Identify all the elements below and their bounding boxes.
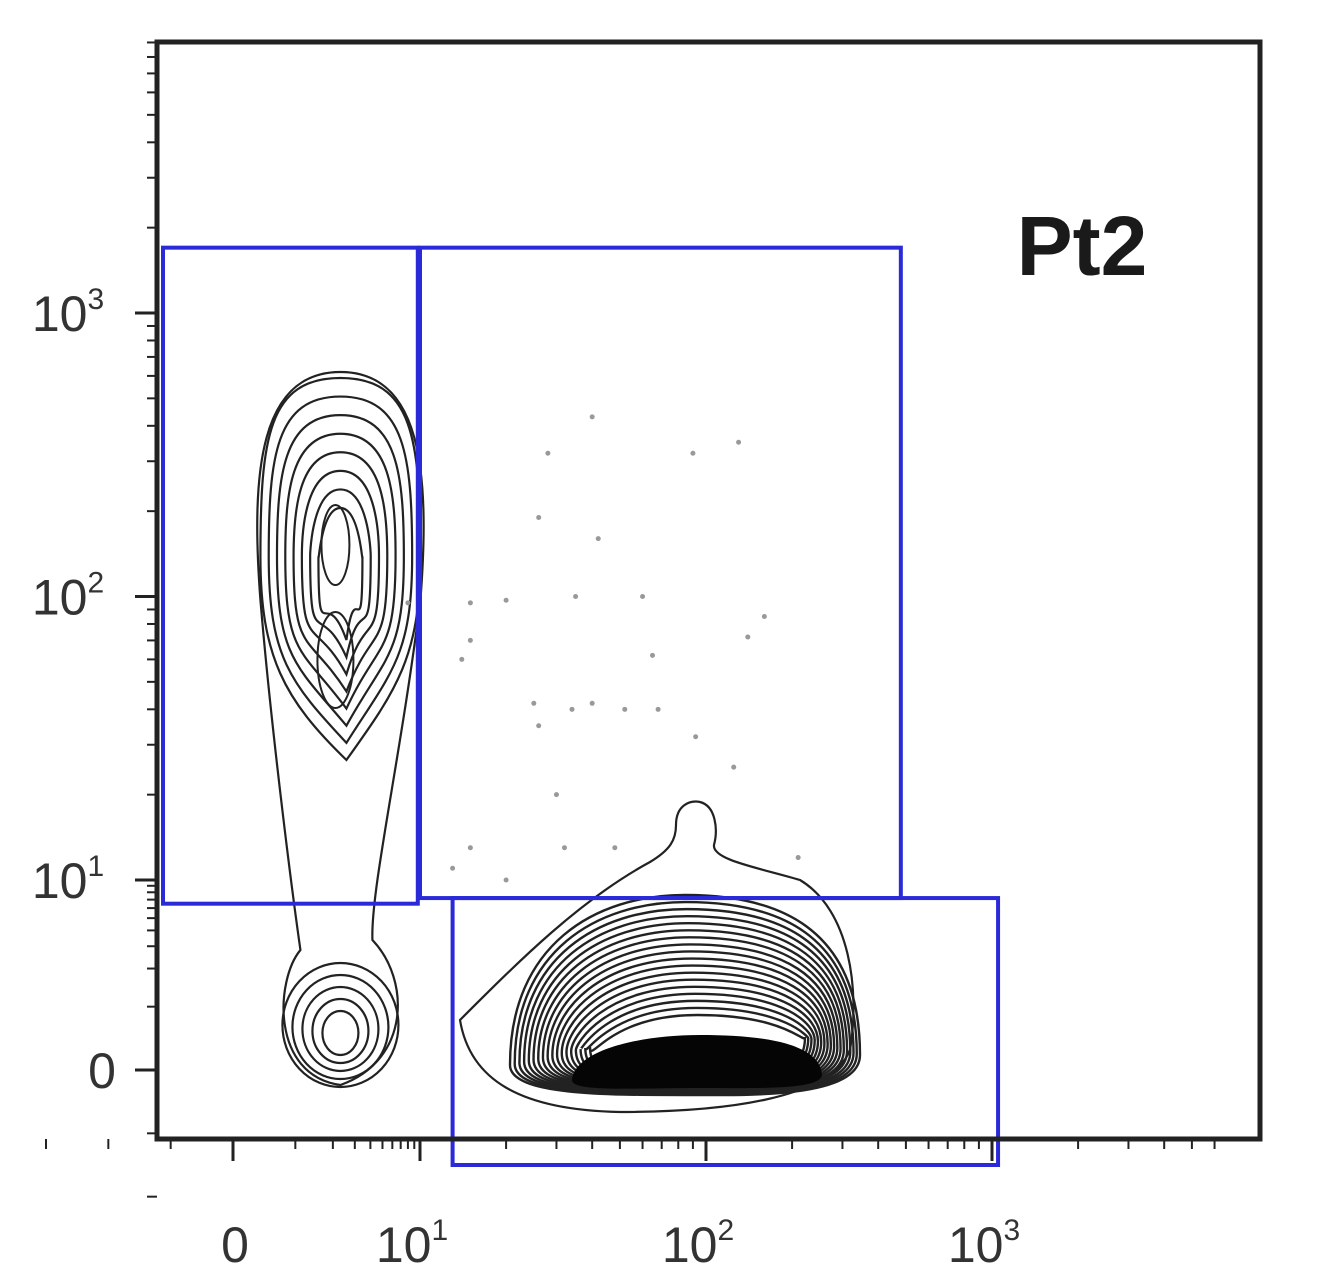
contour-line bbox=[292, 451, 389, 694]
dense-core bbox=[572, 1035, 822, 1089]
scatter-point bbox=[536, 514, 542, 520]
contour-line bbox=[522, 914, 852, 1094]
scatter-point bbox=[640, 594, 646, 599]
scatter-point bbox=[467, 637, 473, 643]
scatter-point bbox=[467, 845, 473, 851]
contour-line bbox=[508, 893, 862, 1097]
scatter-point bbox=[795, 855, 801, 861]
scatter-point bbox=[595, 536, 601, 542]
scatter-point bbox=[731, 764, 737, 770]
contour-line bbox=[267, 395, 414, 745]
scatter-point bbox=[693, 734, 699, 740]
y-tick-exponent: 3 bbox=[87, 283, 104, 316]
contour-line bbox=[284, 432, 397, 711]
y-tick-exponent: 2 bbox=[87, 567, 104, 600]
scatter-point bbox=[690, 450, 696, 456]
scatter-point bbox=[612, 845, 618, 851]
scatter-point bbox=[503, 597, 509, 603]
contour-line bbox=[316, 611, 355, 709]
contour-line bbox=[311, 997, 370, 1065]
scatter-point bbox=[467, 600, 473, 606]
plot-frame bbox=[154, 39, 1263, 1142]
scatter-point bbox=[736, 439, 742, 445]
scatter-point bbox=[761, 614, 767, 620]
scatter-point bbox=[573, 594, 579, 599]
scatter-point bbox=[655, 706, 661, 712]
contour-line bbox=[317, 506, 364, 641]
gate-3 bbox=[450, 896, 1001, 1167]
scatter-point bbox=[561, 845, 567, 851]
scatter-point bbox=[745, 634, 751, 640]
gate-1 bbox=[161, 245, 420, 906]
scatter-point bbox=[459, 656, 465, 662]
x-axis: 0 101 102 103 bbox=[45, 1139, 1216, 1273]
gate-layer bbox=[161, 245, 1001, 1167]
y-tick-label: 0 bbox=[88, 1043, 116, 1099]
contour-line bbox=[300, 469, 381, 678]
scatter-point bbox=[503, 877, 509, 883]
scatter-point bbox=[450, 865, 456, 871]
contour-line bbox=[513, 900, 858, 1096]
scatter-point bbox=[405, 600, 411, 606]
scatter-point bbox=[536, 723, 542, 729]
contour-line bbox=[281, 961, 400, 1089]
contour-line bbox=[458, 800, 855, 1114]
contour-line bbox=[309, 488, 372, 661]
contour-line bbox=[320, 504, 351, 586]
panel-title: Pt2 bbox=[1017, 199, 1148, 293]
scatter-layer bbox=[405, 414, 801, 883]
contour-line bbox=[518, 907, 855, 1095]
scatter-point bbox=[531, 700, 537, 706]
x-tick-exponent: 2 bbox=[717, 1214, 734, 1247]
contour-line bbox=[301, 985, 380, 1073]
scatter-point bbox=[553, 792, 559, 798]
scatter-point bbox=[649, 652, 655, 658]
contour-line bbox=[275, 414, 405, 728]
scatter-point bbox=[589, 700, 595, 706]
contour-line bbox=[527, 922, 849, 1093]
x-tick-label: 102 bbox=[662, 1214, 734, 1273]
x-tick-exponent: 3 bbox=[1003, 1214, 1020, 1247]
scatter-point bbox=[622, 706, 628, 712]
y-tick-exponent: 1 bbox=[87, 850, 104, 883]
contour-line bbox=[321, 1009, 360, 1057]
scatter-point bbox=[589, 414, 595, 420]
x-tick-exponent: 1 bbox=[431, 1214, 448, 1247]
scatter-point bbox=[569, 706, 575, 712]
scatter-point bbox=[545, 450, 551, 456]
contour-line bbox=[291, 973, 390, 1081]
x-tick-label: 0 bbox=[221, 1217, 249, 1273]
